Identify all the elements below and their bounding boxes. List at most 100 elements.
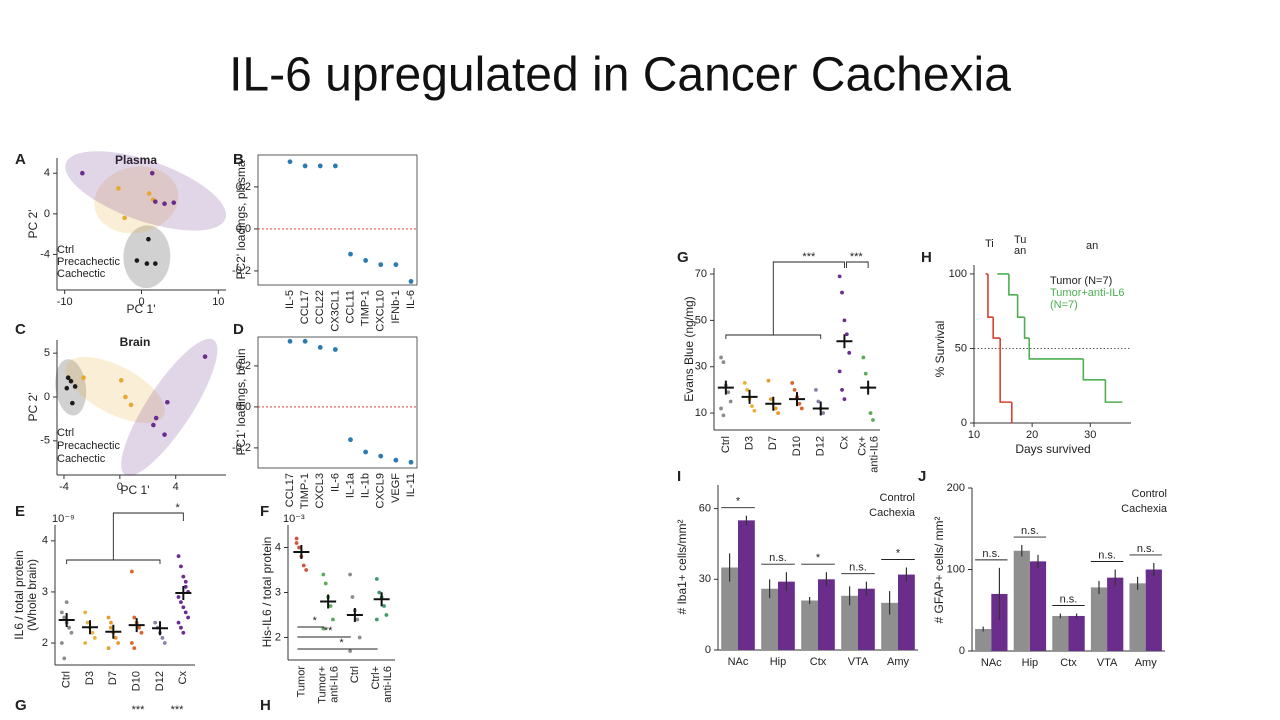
x-tick-label: IL-11 (405, 473, 417, 497)
y-tick-label: 30 (695, 361, 707, 373)
significance: *** (132, 704, 146, 716)
x-tick-label: Hip (770, 656, 787, 668)
x-tick-label: Cx+anti-IL6 (857, 436, 881, 473)
significance: *** (802, 251, 816, 263)
point (721, 360, 726, 364)
y-axis-label: His-IL6 / total protein (260, 537, 274, 648)
point (393, 457, 399, 463)
point (160, 636, 165, 640)
bar (1068, 615, 1085, 651)
point (814, 388, 818, 392)
legend-label: Control (1132, 488, 1167, 500)
point (837, 369, 842, 374)
mean-marker (293, 545, 310, 559)
plot-title: Brain (120, 335, 151, 349)
point (871, 418, 875, 422)
point (378, 453, 384, 459)
bar (1013, 550, 1030, 651)
point (374, 617, 379, 622)
x-tick-label: CCL22 (314, 290, 326, 324)
panel-letter: A (15, 151, 26, 168)
point (153, 261, 158, 266)
y-axis-label: PC 2' (26, 393, 40, 422)
point (62, 615, 67, 620)
significance: n.s. (1060, 593, 1078, 605)
x-tick-label: Cx (177, 671, 189, 685)
point (847, 350, 852, 355)
point (85, 620, 90, 625)
point (868, 411, 873, 415)
panel-letter: I (677, 468, 681, 485)
point (790, 381, 795, 385)
point (128, 402, 134, 408)
y-axis-label: PC 2' (26, 210, 40, 239)
point (745, 388, 750, 392)
point (176, 554, 181, 559)
cluster-ellipse (94, 166, 179, 234)
point (355, 617, 360, 622)
survival-step (1008, 273, 1018, 296)
point (721, 413, 726, 418)
significance: * (816, 552, 821, 564)
plot-frame (257, 336, 418, 469)
point (294, 536, 299, 541)
y-tick-label: 4 (44, 167, 50, 179)
point (151, 422, 156, 428)
mean-marker (789, 392, 805, 407)
point (149, 170, 155, 176)
survival-step (1023, 317, 1030, 339)
point (297, 545, 301, 550)
x-tick-label: TIMP-1 (360, 290, 372, 326)
panel-letter: F (260, 503, 269, 520)
point (719, 406, 723, 411)
x-tick-label: D12 (815, 436, 827, 456)
significance-bracket (845, 261, 869, 268)
point (162, 641, 167, 645)
x-tick-label: TIMP-1 (299, 473, 311, 509)
legend-label: Precachectic (57, 256, 120, 268)
point (132, 615, 137, 620)
x-tick-label: IL-6 (405, 290, 417, 309)
x-tick-label: 0 (138, 296, 144, 308)
y-tick-label: -0.2 (232, 442, 251, 454)
point (323, 581, 328, 586)
point (123, 394, 128, 400)
y-tick-label: 0 (44, 391, 50, 403)
point (750, 404, 754, 409)
y-tick-label: 0 (44, 208, 50, 220)
y-tick-label: 0 (705, 644, 711, 656)
point (153, 415, 159, 421)
survival-step (987, 273, 994, 318)
point (70, 400, 75, 406)
y-axis-label: # Iba1+ cells/mm² (675, 519, 689, 614)
point (92, 636, 97, 640)
y-tick-label: 2 (42, 637, 48, 649)
point (181, 630, 186, 635)
x-tick-label: D7 (107, 671, 119, 685)
y-tick-label: 5 (44, 347, 50, 359)
significance: *** (850, 251, 864, 263)
plot-title: Plasma (115, 153, 157, 167)
point (377, 590, 382, 595)
significance: *** (171, 704, 185, 716)
x-tick-label: Amy (887, 656, 910, 668)
x-tick-label: NAc (981, 657, 1002, 669)
y-tick-label: 0.0 (236, 223, 251, 235)
point (363, 258, 369, 263)
point (821, 411, 826, 415)
point (350, 595, 355, 599)
bar (881, 602, 898, 650)
significance: * (896, 547, 901, 559)
x-axis-label: Days survived (1015, 442, 1090, 456)
point (766, 378, 771, 383)
y-tick-label: -4 (40, 248, 50, 260)
point (68, 378, 74, 384)
legend-label: Tumor (N=7) (1050, 275, 1112, 287)
cropped-label: Ti (985, 238, 994, 250)
mean-marker (860, 380, 877, 395)
significance: n.s. (1098, 549, 1116, 561)
point (109, 620, 113, 625)
legend-label: Cachectic (57, 453, 106, 465)
x-tick-label: CX3CL1 (329, 290, 341, 332)
